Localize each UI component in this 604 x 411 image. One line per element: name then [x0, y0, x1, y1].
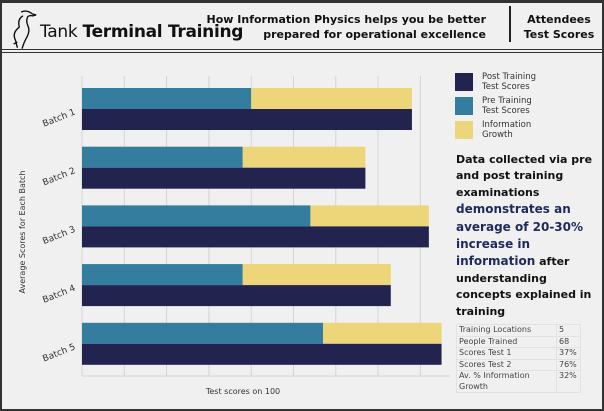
y-axis-label: Average Scores for Each Batch	[18, 170, 27, 293]
stat-label: Av. % Information Growth	[456, 370, 557, 393]
header-divider	[509, 6, 511, 42]
bar-post-training	[82, 109, 412, 130]
bar-information-growth	[242, 146, 366, 168]
legend-swatch	[455, 97, 473, 115]
legend: Post Training Test Scores Pre Training Tes…	[455, 70, 562, 142]
legend-label: Test Scores	[482, 82, 530, 92]
category-label: Batch 1	[41, 108, 77, 130]
side-title: Attendees Test Scores	[520, 12, 598, 42]
bar-information-growth	[323, 322, 442, 344]
legend-label: Pre Training	[482, 96, 532, 106]
bar-pre-training	[82, 205, 311, 227]
brand-bold: Terminal Training	[82, 22, 244, 42]
category-label: Batch 5	[41, 342, 77, 364]
bar-information-growth	[251, 88, 412, 109]
stat-label: People Trained	[456, 335, 557, 348]
stat-value: 5	[556, 324, 581, 337]
category-label: Batch 3	[41, 225, 77, 247]
bar-information-growth	[310, 205, 429, 227]
note-highlight: demonstrates an average of 20-30% increa…	[456, 202, 584, 269]
table-row: Av. % Information Growth 32%	[456, 370, 581, 393]
heron-logo-icon	[13, 10, 37, 49]
stat-label: Scores Test 2	[456, 358, 557, 371]
brand-light: Tank	[40, 22, 78, 42]
bar-post-training	[82, 167, 366, 189]
bar-post-training	[82, 226, 429, 248]
legend-label: Post Training	[482, 72, 537, 82]
legend-label: Information	[482, 120, 532, 130]
note-part3: after understanding concepts explained i…	[456, 255, 592, 318]
stat-value: 68	[556, 335, 581, 348]
stat-value: 32%	[556, 370, 581, 393]
bar-pre-training	[82, 146, 243, 168]
legend-label: Growth	[482, 130, 513, 140]
legend-item-pre: Pre Training Test Scores	[455, 94, 562, 118]
stats-table: Training Locations 5 People Trained 68 Sco…	[456, 324, 581, 393]
bar-post-training	[82, 343, 442, 365]
bar-information-growth	[242, 264, 391, 286]
legend-item-post: Post Training Test Scores	[455, 70, 562, 94]
legend-label: Test Scores	[482, 106, 530, 116]
table-row: Scores Test 2 76%	[456, 358, 581, 371]
table-row: Training Locations 5	[456, 324, 581, 337]
stat-value: 37%	[556, 347, 581, 360]
table-row: Scores Test 1 37%	[456, 347, 581, 360]
bar-pre-training	[82, 88, 252, 109]
subtitle: How Information Physics helps you be bet…	[186, 12, 486, 42]
note-part1: Data collected via pre and post training…	[456, 153, 593, 199]
category-label: Batch 2	[41, 166, 77, 188]
table-row: People Trained 68	[456, 335, 581, 348]
side-title-line1: Attendees	[527, 13, 591, 26]
bar-post-training	[82, 285, 391, 307]
stat-label: Training Locations	[456, 324, 557, 337]
legend-item-growth: Information Growth	[455, 118, 562, 142]
category-label: Batch 4	[41, 284, 77, 306]
subtitle-line1: How Information Physics helps you be bet…	[206, 13, 486, 26]
brand-name: Tank Terminal Training	[40, 22, 243, 42]
subtitle-line2: prepared for operational excellence	[263, 28, 486, 41]
side-title-line2: Test Scores	[523, 28, 595, 41]
summary-note: Data collected via pre and post training…	[456, 152, 601, 320]
bar-pre-training	[82, 264, 243, 286]
bar-pre-training	[82, 322, 324, 344]
legend-swatch	[455, 73, 473, 91]
stat-label: Scores Test 1	[456, 347, 557, 360]
header: Tank Terminal Training How Information P…	[0, 0, 604, 53]
legend-swatch	[455, 121, 473, 139]
stat-value: 76%	[556, 358, 581, 371]
x-axis-label: Test scores on 100	[205, 387, 280, 396]
